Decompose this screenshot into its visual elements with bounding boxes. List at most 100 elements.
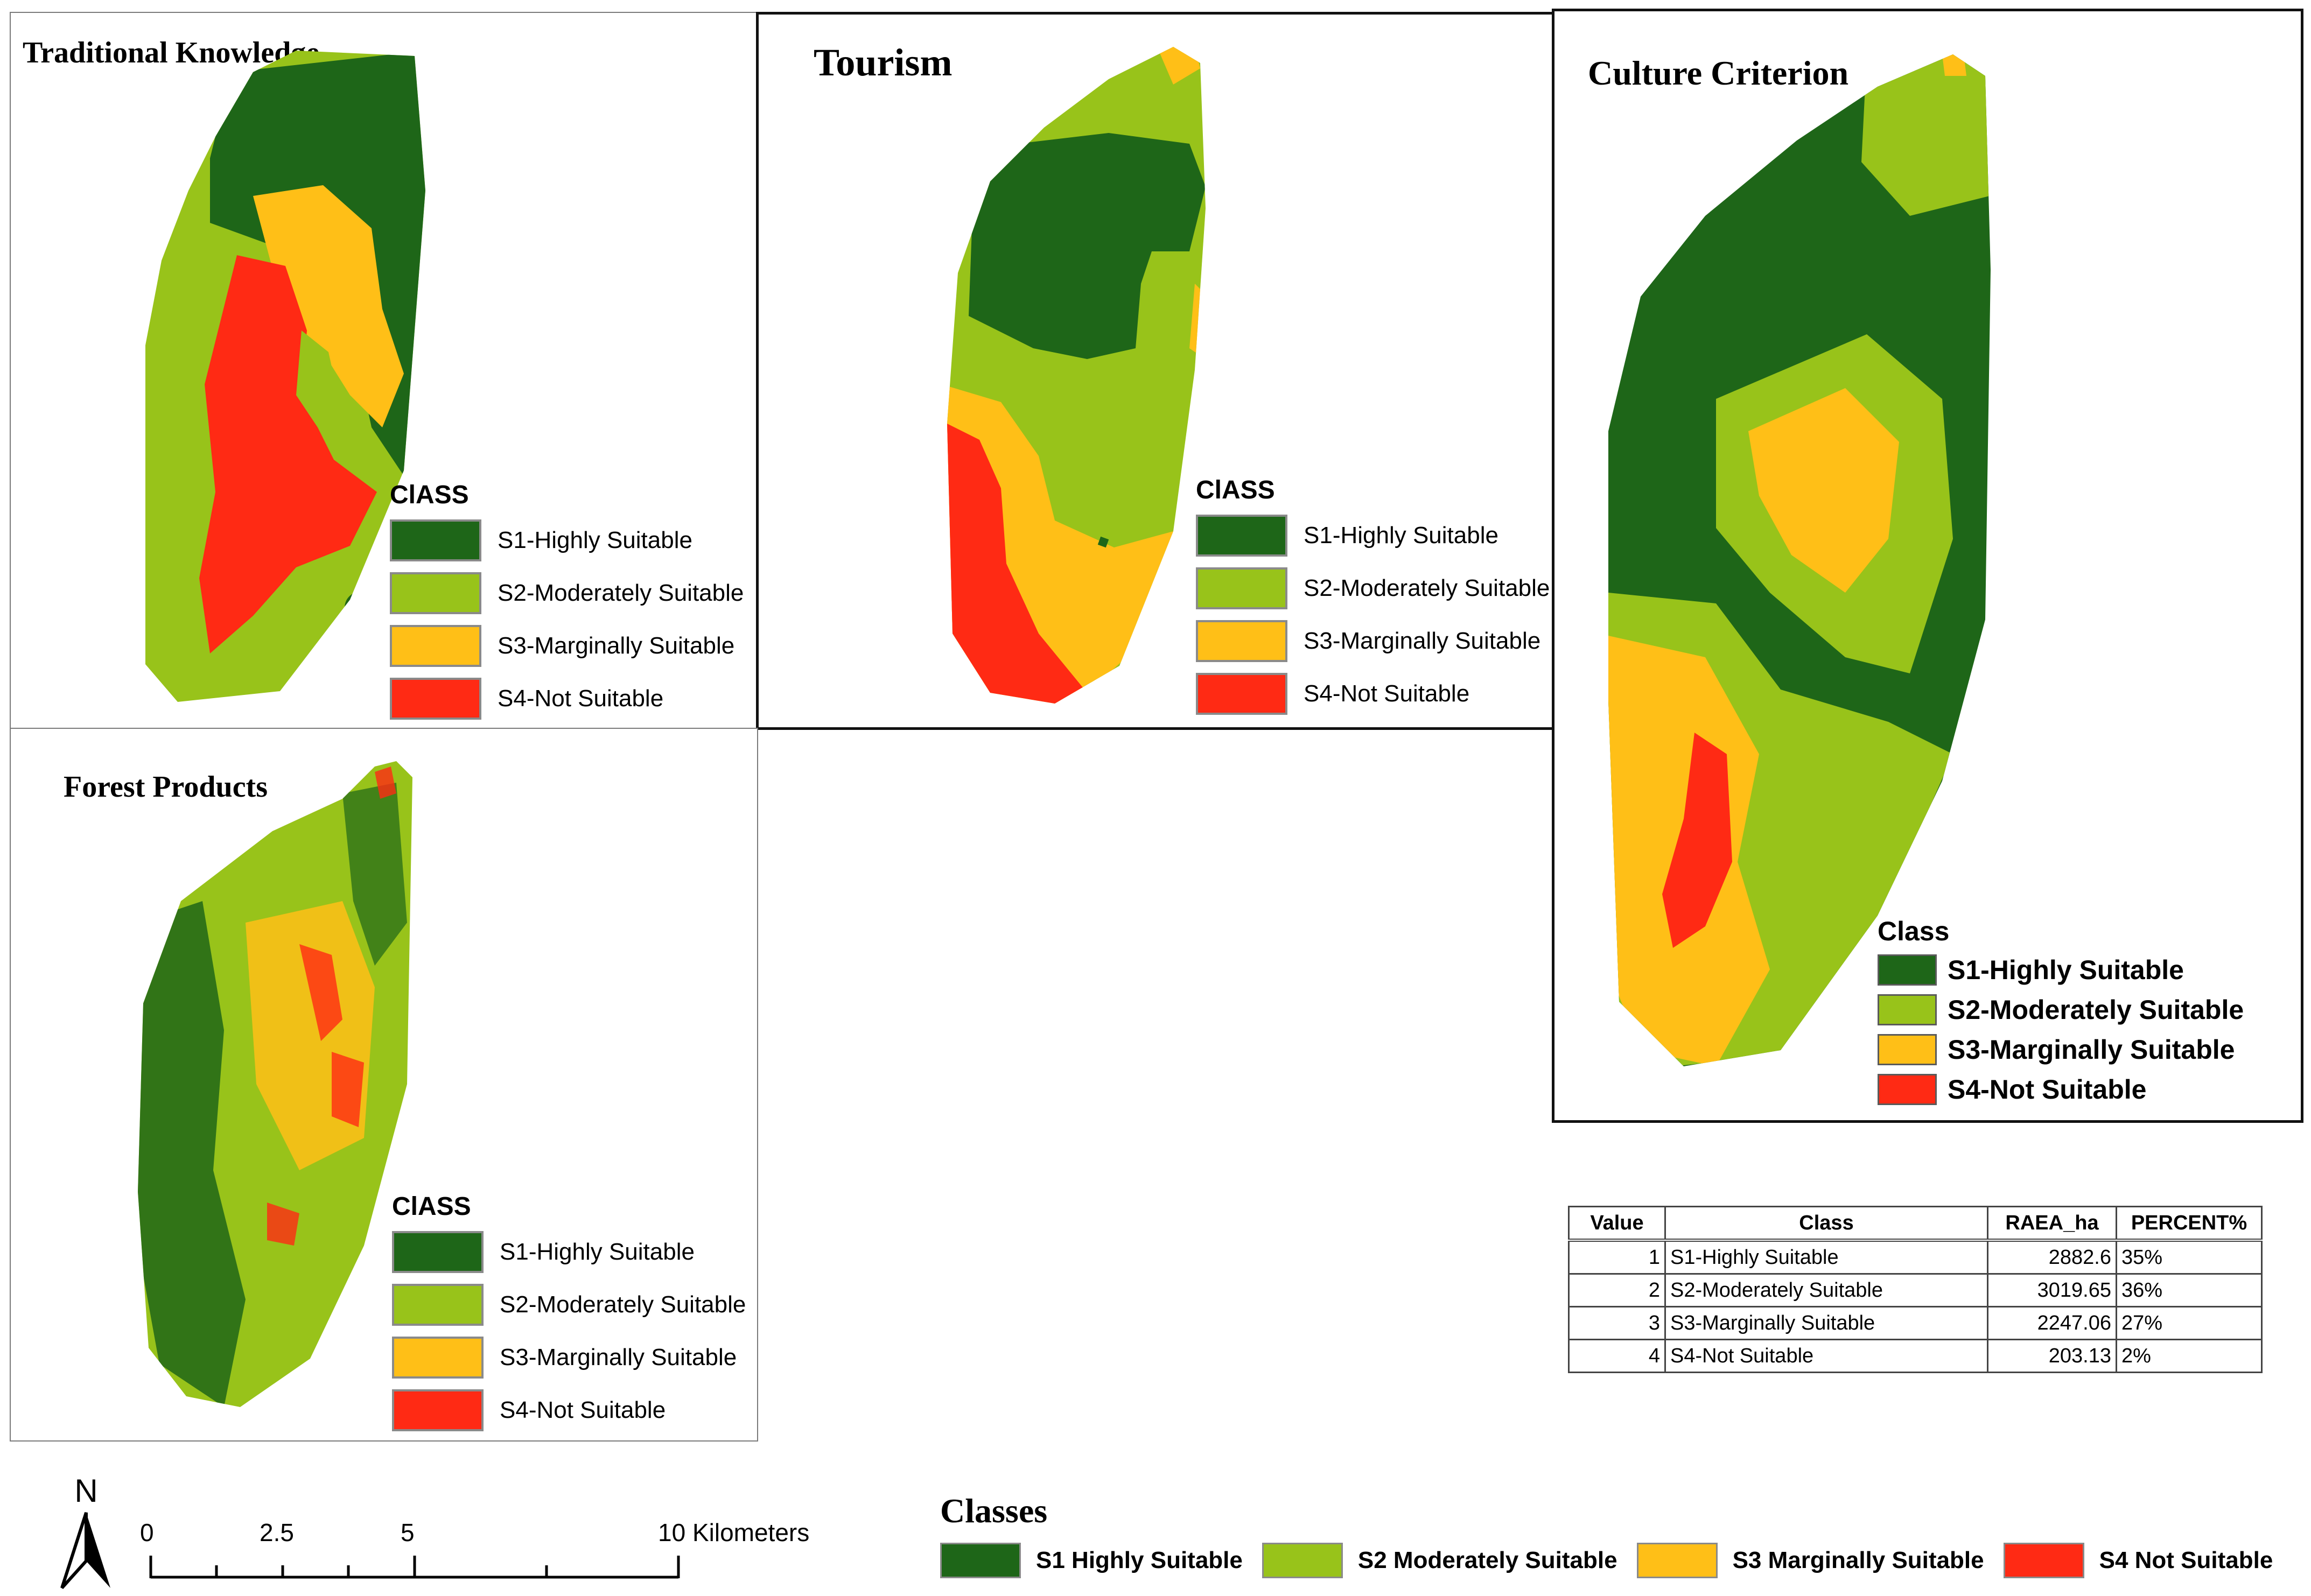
table-cell: 2% [2116,1339,2263,1373]
swatch-s1 [392,1231,484,1273]
legend-label-s2: S2-Moderately Suitable [498,580,744,606]
swatch-s2 [392,1284,484,1326]
swatch-s1 [940,1543,1021,1578]
legend-item-s3: S3-Marginally Suitable [390,625,744,667]
legend-item-s3: S3-Marginally Suitable [1196,620,1550,662]
classes-row: S1 Highly Suitable S2 Moderately Suitabl… [940,1543,2292,1578]
scale-bar: 0 2.5 5 10 Kilometers [140,1518,840,1583]
scale-tick-label: 2.5 [260,1518,294,1546]
north-arrow-label: N [74,1473,97,1509]
legend-item-s2: S2-Moderately Suitable [1196,567,1550,609]
swatch-s4 [1196,673,1287,715]
legend-label-s2: S2-Moderately Suitable [500,1291,746,1318]
table-cell: 3019.65 [1987,1273,2117,1307]
table-row: 2 S2-Moderately Suitable 3019.65 36% [1568,1273,2263,1307]
table-cell: 4 [1568,1339,1666,1373]
scale-bar-graphic [149,1556,680,1579]
legend-item-s4: S4-Not Suitable [390,678,744,720]
legend-label-s3: S3-Marginally Suitable [500,1344,737,1370]
table-cell: S1-Highly Suitable [1664,1239,1988,1275]
swatch-s3 [1196,620,1287,662]
table-row: 1 S1-Highly Suitable 2882.6 35% [1568,1239,2263,1275]
panel-culture-criterion: Culture Criterion Class S1-Highly Suitab… [1552,9,2303,1123]
forest-products-legend: ClASS S1-Highly Suitable S2-Moderately S… [392,1192,746,1444]
table-row: 3 S3-Marginally Suitable 2247.06 27% [1568,1306,2263,1340]
panel-tourism: Tourism ClASS S1-Highly Suitable S2-Mode… [756,12,1556,730]
legend-item-s2: S2-Moderately Suitable [390,572,744,614]
table-cell: 35% [2116,1239,2263,1275]
table-header: RAEA_ha [1987,1206,2117,1242]
table-cell: 3 [1568,1306,1666,1340]
legend-item-s4: S4-Not Suitable [392,1389,746,1431]
swatch-s3 [1636,1543,1718,1578]
table-cell: 2 [1568,1273,1666,1307]
legend-label-s1: S1-Highly Suitable [1948,955,2184,985]
table-row: 4 S4-Not Suitable 203.13 2% [1568,1339,2263,1373]
legend-heading: ClASS [1196,476,1275,504]
table-header: Value [1568,1206,1666,1242]
panel-title: Tourism [814,41,953,84]
legend-label-s1: S1-Highly Suitable [1304,522,1498,549]
class-label-s4: S4 Not Suitable [2099,1547,2273,1573]
culture-criterion-map [1608,54,1991,1066]
scale-tick-label: 10 Kilometers [658,1518,810,1546]
table-header: Class [1664,1206,1988,1242]
classes-legend: Classes S1 Highly Suitable S2 Moderately… [940,1491,2292,1578]
tourism-map [947,47,1206,704]
swatch-s4 [2003,1543,2084,1578]
legend-label-s4: S4-Not Suitable [1304,680,1470,707]
class-label-s1: S1 Highly Suitable [1036,1547,1243,1573]
legend-label-s2: S2-Moderately Suitable [1304,575,1550,601]
swatch-s3 [392,1337,484,1379]
table-cell: 1 [1568,1239,1666,1275]
swatch-s3 [1878,1034,1937,1065]
legend-label-s1: S1-Highly Suitable [500,1239,695,1265]
table-cell: S2-Moderately Suitable [1664,1273,1988,1307]
traditional-knowledge-map [145,51,425,702]
swatch-s4 [392,1389,484,1431]
panel-traditional-knowledge: Traditional Knowledge ClASS S1-Highly Su… [10,12,758,730]
table-cell: S4-Not Suitable [1664,1339,1988,1373]
swatch-s2 [1262,1543,1343,1578]
classes-heading: Classes [940,1492,1048,1530]
forest-products-map [138,761,412,1407]
class-item-s2: S2 Moderately Suitable [1262,1543,1617,1578]
scale-tick-label: 5 [401,1518,415,1546]
panel-forest-products: Forest Products ClASS S1-Highly Suitable… [10,728,758,1442]
legend-heading: ClASS [392,1192,471,1221]
class-label-s2: S2 Moderately Suitable [1357,1547,1617,1573]
legend-item-s1: S1-Highly Suitable [1196,515,1550,557]
legend-label-s3: S3-Marginally Suitable [1304,628,1541,654]
legend-item-s4: S4-Not Suitable [1878,1073,2244,1106]
swatch-s3 [390,625,481,667]
legend-label-s3: S3-Marginally Suitable [1948,1035,2235,1065]
scale-tick-label: 0 [140,1518,154,1546]
table-header: PERCENT% [2116,1206,2263,1242]
tourism-legend: ClASS S1-Highly Suitable S2-Moderately S… [1196,475,1550,728]
class-item-s4: S4 Not Suitable [2003,1543,2273,1578]
swatch-s2 [1196,567,1287,609]
class-label-s3: S3 Marginally Suitable [1732,1547,1984,1573]
legend-item-s1: S1-Highly Suitable [390,519,744,561]
north-arrow-icon: N [60,1473,110,1590]
class-area-table: Value Class RAEA_ha PERCENT% 1 S1-Highly… [1568,1206,2263,1373]
legend-item-s3: S3-Marginally Suitable [392,1337,746,1379]
class-item-s3: S3 Marginally Suitable [1636,1543,1984,1578]
swatch-s4 [1878,1074,1937,1105]
table-header-row: Value Class RAEA_ha PERCENT% [1568,1206,2263,1242]
swatch-s1 [1196,515,1287,557]
legend-item-s1: S1-Highly Suitable [392,1231,746,1273]
legend-item-s3: S3-Marginally Suitable [1878,1033,2244,1066]
table-cell: 27% [2116,1306,2263,1340]
table-cell: 36% [2116,1273,2263,1307]
culture-criterion-legend: Class S1-Highly Suitable S2-Moderately S… [1878,916,2244,1113]
swatch-s1 [1878,954,1937,986]
table-cell: 2247.06 [1987,1306,2117,1340]
swatch-s4 [390,678,481,720]
legend-label-s4: S4-Not Suitable [500,1397,666,1423]
legend-item-s2: S2-Moderately Suitable [392,1284,746,1326]
swatch-s1 [390,519,481,561]
table-cell: 203.13 [1987,1339,2117,1373]
legend-item-s4: S4-Not Suitable [1196,673,1550,715]
legend-label-s1: S1-Highly Suitable [498,527,692,553]
